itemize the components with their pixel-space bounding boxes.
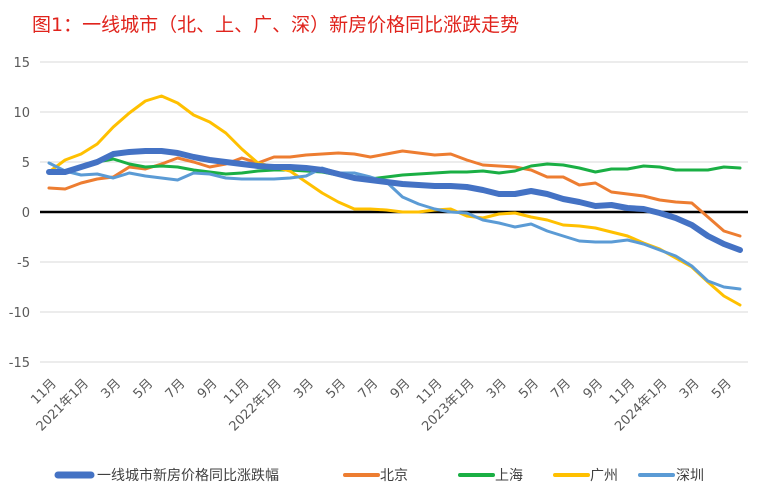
y-tick-label: 10 (13, 106, 30, 121)
x-tick-label: 7月 (163, 376, 189, 402)
x-tick-label: 3月 (677, 376, 703, 402)
legend-label: 一线城市新房价格同比涨跌幅 (97, 467, 279, 484)
legend-label: 广州 (590, 468, 618, 484)
x-tick-label: 3月 (484, 376, 510, 402)
x-tick-label: 5月 (323, 376, 349, 402)
series-line-0 (46, 148, 743, 253)
x-tick-label: 3月 (98, 376, 124, 402)
legend-label: 北京 (380, 468, 408, 484)
x-tick-label: 7月 (548, 376, 574, 402)
x-tick-label: 9月 (195, 376, 221, 402)
y-tick-label: 0 (22, 206, 30, 221)
x-tick-label: 5月 (709, 376, 735, 402)
series-line-3 (47, 94, 742, 307)
x-tick-label: 7月 (356, 376, 382, 402)
series-line-1 (47, 149, 742, 238)
y-tick-label: -10 (9, 306, 30, 321)
y-tick-label: -5 (17, 256, 30, 271)
x-tick-label: 3月 (291, 376, 317, 402)
series-line-4 (47, 161, 742, 291)
x-tick-label: 5月 (516, 376, 542, 402)
chart-title: 图1：一线城市（北、上、广、深）新房价格同比涨跌走势 (32, 14, 520, 36)
series-line-2 (47, 157, 742, 181)
y-tick-label: 5 (22, 156, 30, 171)
x-tick-label: 5月 (131, 376, 157, 402)
x-tick-label: 9月 (388, 376, 414, 402)
x-tick-label: 9月 (581, 376, 607, 402)
legend-label: 上海 (495, 468, 523, 484)
y-tick-label: -15 (9, 356, 30, 371)
legend-label: 深圳 (676, 468, 704, 484)
y-tick-label: 15 (13, 56, 30, 71)
